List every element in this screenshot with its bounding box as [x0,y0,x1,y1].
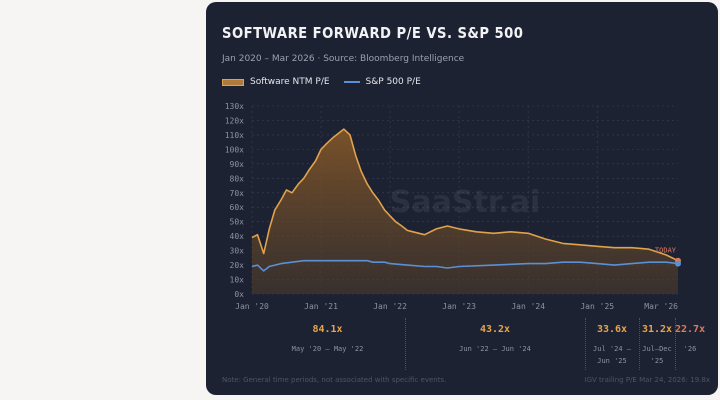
y-tick-label: 40x [230,232,245,241]
period-stat: 31.2x Jul–Dec '25 [639,318,676,370]
period-stat: 43.2x Jun '22 – Jun '24 [405,318,586,370]
period-label: Jul–Dec '25 [642,345,672,365]
watermark: SaaStr.ai [390,185,540,220]
period-label: May '20 – May '22 [291,345,364,353]
y-tick-label: 130x [225,102,244,111]
legend-swatch-sp500 [343,81,360,83]
x-tick-label: Mar '26 [644,302,678,311]
today-annotation: TODAY [655,247,677,255]
period-stat: 84.1x May '20 – May '22 [250,318,406,370]
x-tick-label: Jan '23 [442,302,476,311]
period-stat: 33.6x Jul '24 – Jun '25 [585,318,640,370]
period-value: 22.7x [675,324,706,335]
chart-subtitle: Jan 2020 – Mar 2026 · Source: Bloomberg … [222,54,465,64]
period-stats: 84.1x May '20 – May '22 43.2x Jun '22 – … [250,318,718,370]
chart-card: SOFTWARE FORWARD P/E VS. S&P 500 Jan 202… [206,2,718,395]
series-line-sp500 [251,259,679,272]
x-tick-label: Jan '25 [580,302,614,311]
y-tick-label: 70x [230,189,245,198]
y-tick-label: 110x [225,131,244,140]
y-tick-label: 0x [234,290,244,299]
period-label: '26 [683,345,697,353]
y-tick-label: 60x [230,203,245,212]
period-value: 84.1x [312,324,343,335]
y-tick-label: 120x [225,116,244,125]
y-tick-label: 90x [230,160,245,169]
y-tick-label: 30x [230,247,245,256]
period-label: Jul '24 – Jun '25 [593,345,631,365]
period-value: 31.2x [641,324,673,335]
legend-swatch-software [222,78,244,86]
chart-title: SOFTWARE FORWARD P/E VS. S&P 500 [222,24,524,42]
legend-label-software: Software NTM P/E [250,77,330,87]
x-tick-label: Jan '21 [304,302,338,311]
x-tick-label: Jan '22 [373,302,407,311]
period-stat-today: 22.7x '26 [675,318,705,370]
legend-label-sp500: S&P 500 P/E [365,77,421,87]
chart-plot: 0x 10x 20x 30x 40x 50x 60x 70x 80x 90x 100x 110x 120… [225,102,681,311]
legend: Software NTM P/E S&P 500 P/E [222,77,421,87]
y-tick-label: 50x [230,218,245,227]
footer-note-right: IGV trailing P/E Mar 24, 2026: 19.8x [584,376,711,384]
today-point-sp500 [675,260,681,267]
y-tick-label: 100x [225,145,244,154]
series-area-software [252,129,678,294]
period-value: 43.2x [479,324,511,335]
period-label: Jun '22 – Jun '24 [459,345,531,353]
x-tick-label: Jan '24 [511,302,545,311]
y-tick-label: 80x [230,174,245,183]
y-tick-label: 20x [230,261,245,270]
y-tick-label: 10x [230,276,245,285]
footer-note: Note: General time periods, not associat… [222,376,447,384]
x-tick-label: Jan '20 [235,302,269,311]
period-value: 33.6x [596,324,628,335]
series-line-software [251,128,679,262]
